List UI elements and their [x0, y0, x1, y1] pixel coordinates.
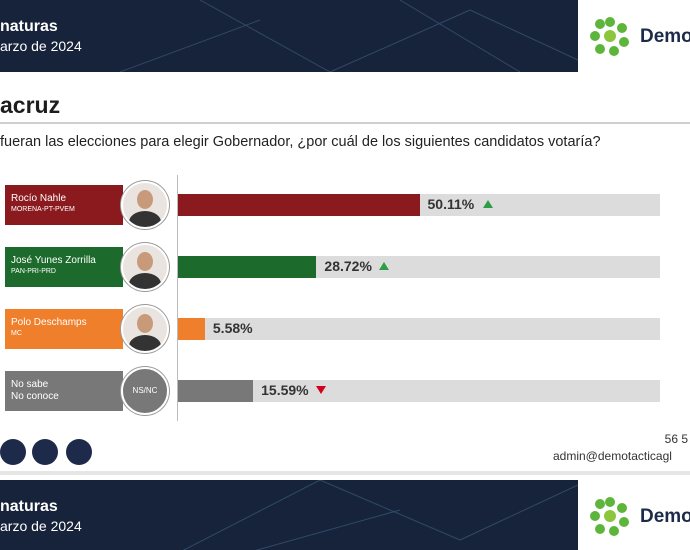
- candidate-party: MORENA-PT-PVEM: [11, 206, 75, 213]
- bar: [178, 318, 205, 340]
- candidate-name: No sabe No conoce: [11, 379, 59, 402]
- candidate-name: Polo Deschamps: [11, 317, 87, 328]
- bar: [178, 256, 317, 278]
- footer-phone: 56 5: [664, 432, 688, 446]
- avatar-label: NS/NC: [132, 386, 158, 395]
- network-pattern: [119, 0, 578, 72]
- network-pattern: [182, 480, 578, 550]
- instagram-icon: [0, 439, 26, 465]
- bar-track: [178, 318, 660, 340]
- logo-text: Demo: [640, 506, 690, 527]
- value-label: 28.72%: [324, 258, 372, 274]
- value-label: 50.11%: [427, 196, 475, 212]
- logo: Demo: [578, 0, 690, 72]
- logo: Demo: [578, 480, 690, 550]
- footer-date: arzo de 2024: [0, 518, 82, 534]
- trend-up: [379, 262, 390, 270]
- value-label: 5.58%: [212, 320, 253, 336]
- avatar-body: [129, 335, 161, 351]
- candidate-label: José Yunes Zorrilla PAN-PRI-PRD: [5, 247, 123, 287]
- bar: [178, 380, 254, 402]
- logo-icon: [590, 497, 629, 536]
- footer-divider: [0, 471, 690, 475]
- candidate-party: MC: [11, 330, 22, 337]
- avatar-body: [129, 273, 161, 289]
- avatar: [121, 243, 169, 291]
- candidate-label: Rocío Nahle MORENA-PT-PVEM: [5, 185, 123, 225]
- trend-down: [316, 386, 327, 394]
- header-title: naturas: [0, 18, 58, 35]
- avatar-body: [129, 211, 161, 227]
- candidate-name: José Yunes Zorrilla: [11, 255, 96, 266]
- avatar-head: [137, 190, 153, 209]
- logo-icon: [590, 17, 629, 56]
- candidate-party: PAN-PRI-PRD: [11, 268, 56, 275]
- footer-email: admin@demotacticagl: [553, 449, 672, 463]
- avatar: NS/NC: [121, 367, 169, 415]
- header-date: arzo de 2024: [0, 38, 82, 54]
- candidate-label: Polo Deschamps MC: [5, 309, 123, 349]
- candidate-name: Rocío Nahle: [11, 193, 67, 204]
- question: fueran las elecciones para elegir Gobern…: [0, 134, 601, 150]
- logo-text: Demo: [640, 26, 690, 47]
- value-label: 15.59%: [261, 382, 309, 398]
- footer-title: naturas: [0, 498, 58, 515]
- phone-icon: [32, 439, 58, 465]
- avatar: [121, 181, 169, 229]
- header-band: naturas arzo de 2024 Demo: [0, 0, 690, 72]
- footer-band: naturas arzo de 2024 Demo: [0, 480, 690, 550]
- axis-line: [177, 175, 178, 421]
- state-title: acruz: [0, 92, 61, 118]
- avatar-head: [137, 252, 153, 271]
- avatar: [121, 305, 169, 353]
- mail-icon: [66, 439, 92, 465]
- trend-up: [482, 200, 493, 208]
- bar: [178, 194, 420, 216]
- candidate-label: No sabe No conoce: [5, 371, 123, 411]
- avatar-head: [137, 314, 153, 333]
- divider: [0, 122, 690, 124]
- bar-track: [178, 380, 660, 402]
